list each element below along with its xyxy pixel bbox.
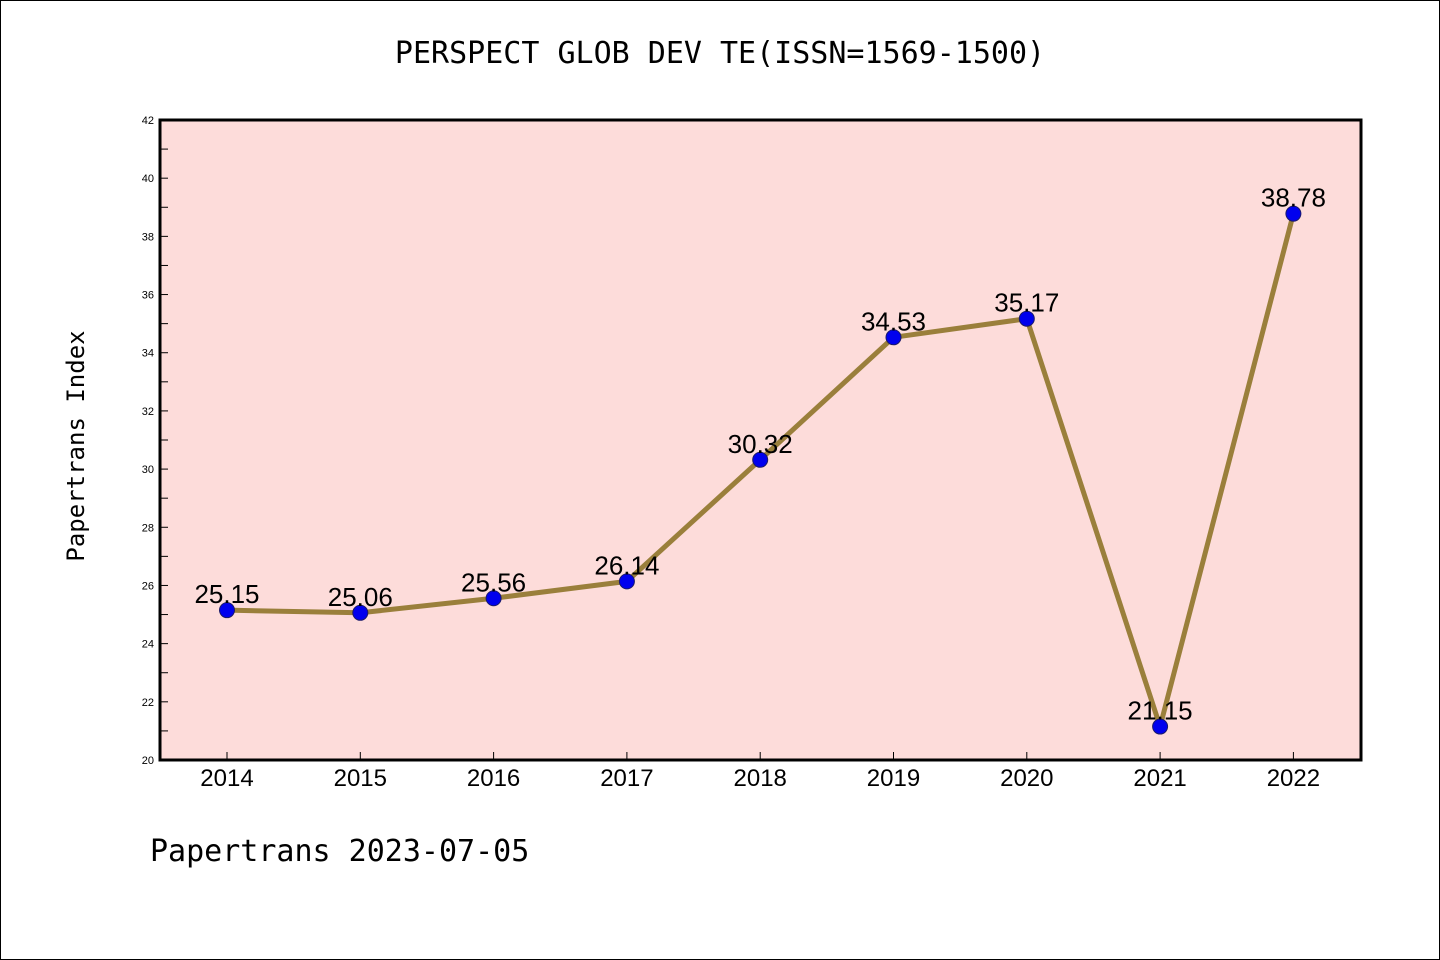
y-axis-label: Papertrans Index: [62, 330, 90, 561]
x-tick-label: 2017: [600, 765, 653, 792]
data-point: [885, 329, 902, 346]
y-tick-label: 40: [142, 173, 154, 185]
plot-background: [160, 120, 1361, 760]
y-tick-label: 32: [142, 406, 154, 418]
x-tick-label: 2020: [1000, 765, 1053, 792]
data-point: [1285, 205, 1302, 222]
x-tick-label: 2016: [467, 765, 520, 792]
data-point: [219, 602, 235, 619]
y-tick-label: 30: [142, 464, 154, 476]
x-tick-label: 2018: [734, 765, 787, 792]
data-point: [1152, 718, 1169, 735]
x-tick-label: 2022: [1267, 765, 1320, 792]
y-tick-label: 26: [142, 580, 154, 592]
y-tick-label: 20: [142, 755, 154, 767]
data-label: 26.14: [594, 550, 659, 580]
y-tick-label: 36: [142, 290, 154, 302]
data-label: 21.15: [1128, 696, 1193, 726]
chart-title: PERSPECT GLOB DEV TE(ISSN=1569-1500): [394, 36, 1046, 71]
y-tick-label: 42: [142, 115, 154, 127]
plot-border: [158, 118, 1363, 762]
x-tick-label: 2021: [1133, 765, 1186, 792]
x-tick-label: 2019: [867, 765, 920, 792]
y-tick-label: 24: [142, 639, 154, 651]
data-point: [352, 604, 369, 621]
y-tick-label: 34: [142, 348, 154, 360]
data-label: 25.06: [328, 582, 393, 612]
data-label: 30.32: [728, 429, 793, 459]
data-label: 38.78: [1261, 183, 1326, 213]
data-point: [1018, 310, 1035, 327]
x-tick-label: 2015: [334, 765, 387, 792]
y-tick-label: 22: [142, 697, 154, 709]
data-point: [485, 590, 502, 607]
data-label: 25.56: [461, 567, 526, 597]
y-tick-label: 28: [142, 522, 154, 534]
data-point: [752, 451, 769, 468]
data-label: 34.53: [861, 306, 926, 336]
data-label: 25.15: [194, 579, 259, 609]
x-tick-label: 2014: [200, 765, 253, 792]
data-label: 35.17: [994, 288, 1059, 318]
data-point: [618, 573, 635, 590]
y-tick-label: 38: [142, 231, 154, 243]
footer-note: Papertrans 2023-07-05: [150, 834, 530, 869]
